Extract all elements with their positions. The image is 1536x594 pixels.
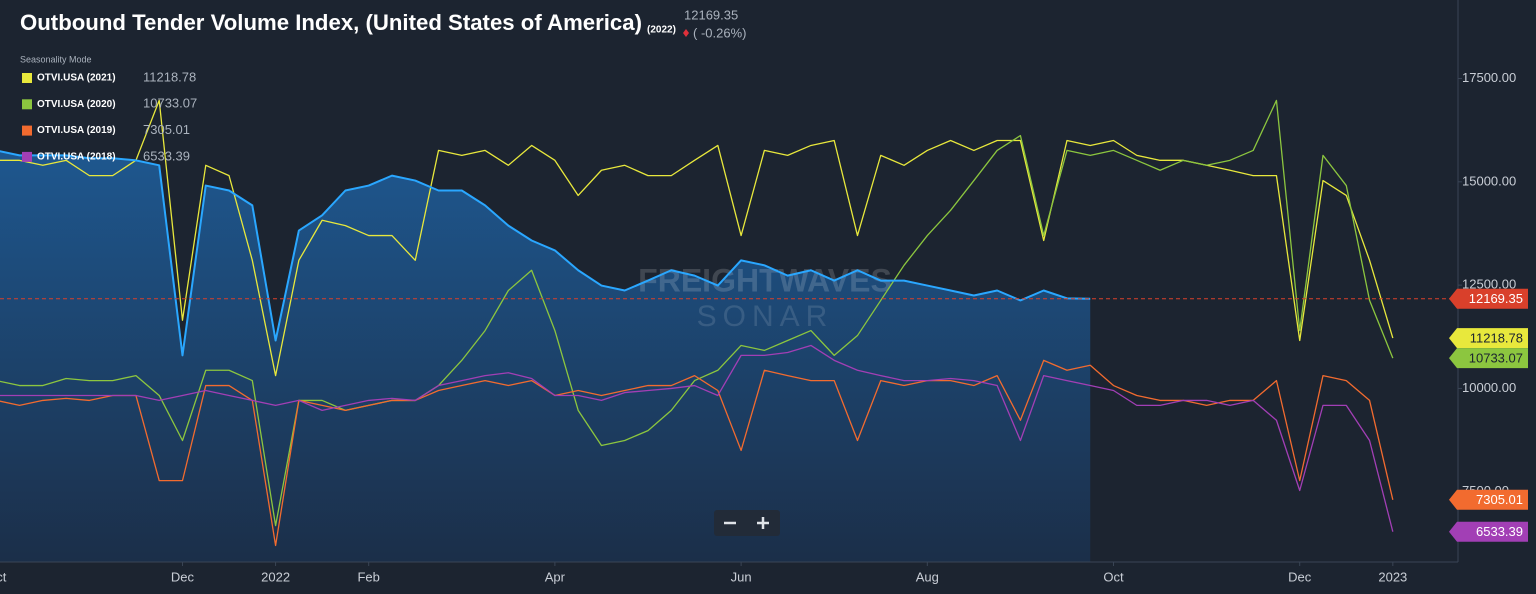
legend-title: Seasonality Mode [20,54,92,64]
x-tick-label: Apr [545,569,566,584]
value-flag-label: 10733.07 [1469,351,1523,366]
overlay: 7500.0010000.0012500.0015000.0017500.00O… [0,69,1528,584]
value-flag-label: 12169.35 [1469,291,1523,306]
change-value: ( -0.26%) [693,25,746,40]
legend-swatch [22,125,32,136]
y-tick-label: 15000.00 [1462,173,1516,188]
x-tick-label: Aug [916,569,939,584]
legend-value: 11218.78 [143,69,196,84]
legend-label: OTVI.USA (2021) [37,73,116,84]
value-flag [1449,328,1528,349]
chart-title: Outbound Tender Volume Index, (United St… [20,10,642,35]
zoom-panel [714,510,780,536]
series-area [0,151,1091,562]
legend-label: OTVI.USA (2020) [37,99,116,110]
value-flag [1449,489,1528,510]
series-line [0,150,1091,357]
legend-value: 7305.01 [143,122,190,137]
x-tick-label: Feb [357,569,379,584]
current-value: 12169.35 [684,7,738,22]
legend-swatch [22,99,32,110]
series-line [0,99,1394,527]
x-tick-label: Jun [731,569,752,584]
value-flag-label: 7305.01 [1476,492,1523,507]
x-tick-label: 2022 [261,569,290,584]
value-flag [1449,288,1528,309]
change-icon [683,29,689,37]
watermark: FREIGHTWAVES [638,262,892,298]
title-year: (2022) [647,25,676,36]
legend-value: 10733.07 [143,96,197,111]
x-tick-label: Dec [171,569,195,584]
watermark: SONAR [697,300,834,333]
x-tick-label: Oct [1103,569,1124,584]
y-tick-label: 10000.00 [1462,380,1516,395]
y-tick-label: 12500.00 [1462,277,1516,292]
x-tick-label: Oct [0,569,7,584]
y-tick-label: 17500.00 [1462,70,1516,85]
series-line [0,344,1394,532]
value-flag-label: 11218.78 [1470,331,1523,346]
legend-value: 6533.39 [143,148,190,163]
value-flag [1449,521,1528,542]
x-tick-label: Dec [1288,569,1312,584]
series-line [0,99,1394,377]
value-flag [1449,348,1528,369]
value-flag-label: 6533.39 [1476,524,1523,539]
legend-label: OTVI.USA (2018) [37,152,116,163]
legend-swatch [22,73,32,83]
x-tick-label: 2023 [1378,569,1407,584]
series-line [0,359,1394,547]
zoom-controls [714,510,780,536]
legend-swatch [22,151,32,162]
legend-label: OTVI.USA (2019) [37,125,116,136]
